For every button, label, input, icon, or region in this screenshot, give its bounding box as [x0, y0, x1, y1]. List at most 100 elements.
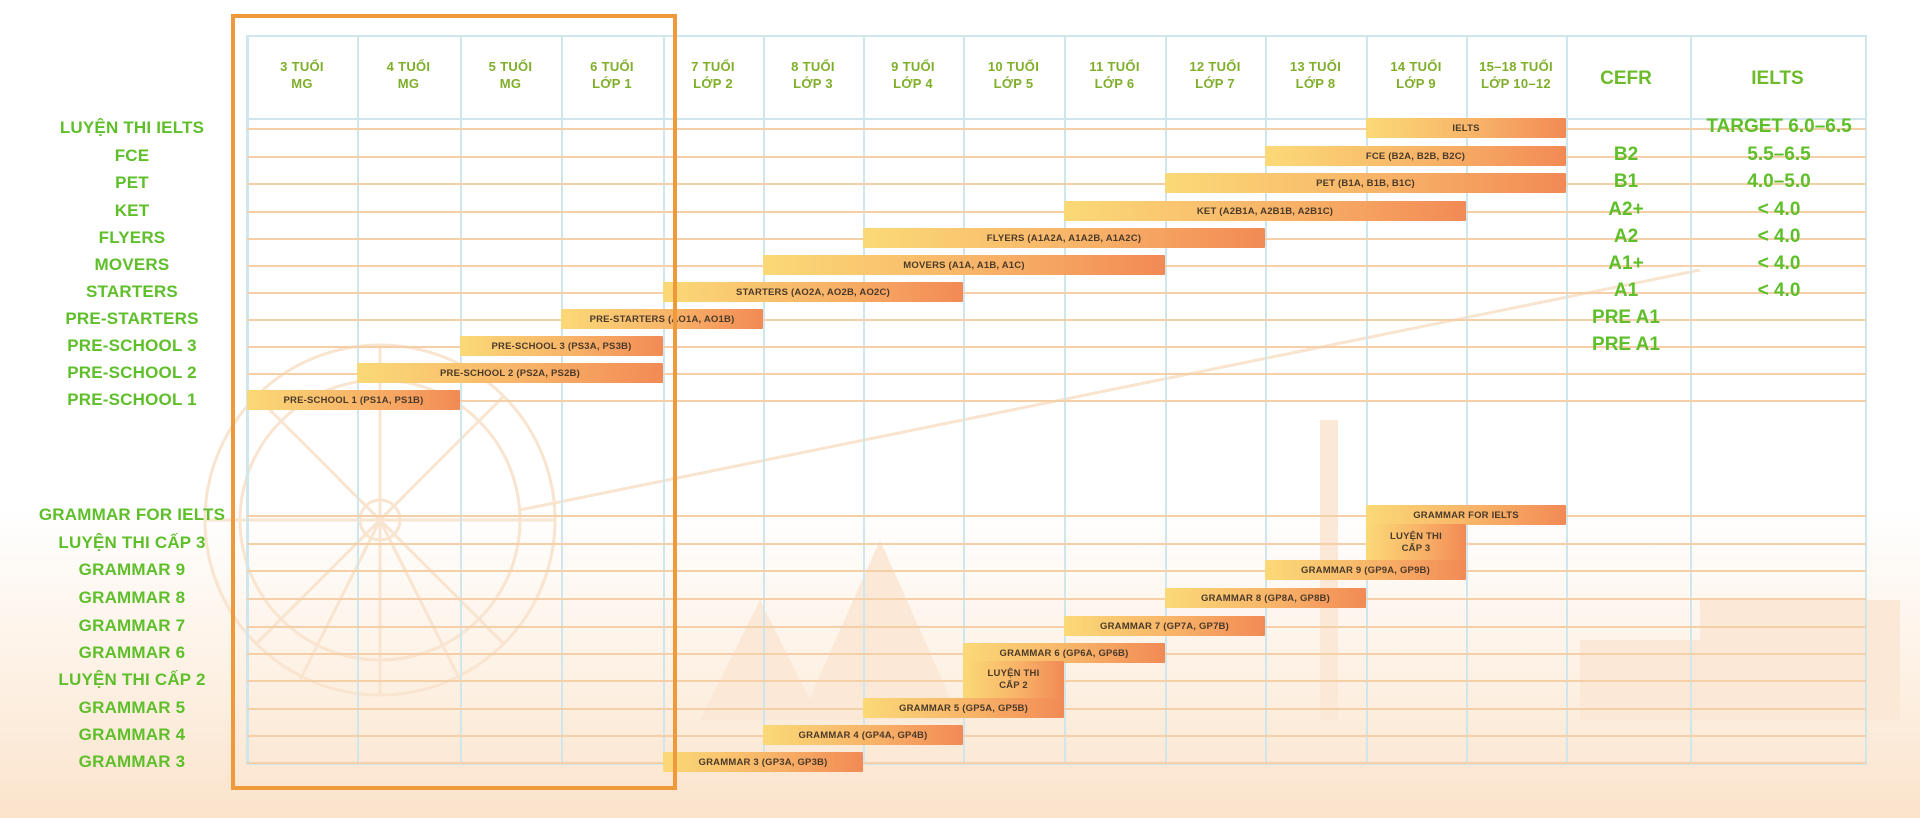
course-bar-line: CẤP 2 [999, 680, 1028, 691]
course-bar-label: STARTERS (AO2A, AO2B, AO2C) [736, 286, 890, 298]
course-bar: GRAMMAR 6 (GP6A, GP6B) [963, 643, 1165, 663]
course-bar: GRAMMAR 5 (GP5A, GP5B) [863, 698, 1064, 718]
course-row-label: GRAMMAR 5 [78, 698, 186, 717]
grid-hline [247, 515, 1866, 517]
grade-label: LỚP 3 [793, 76, 833, 91]
course-row-label: GRAMMAR 7 [78, 616, 186, 635]
age-column-header: 15–18 TUỔI LỚP 10–12 [1466, 58, 1566, 92]
age-label: 9 TUỔI [891, 59, 935, 74]
course-row-label: FLYERS [98, 228, 166, 247]
cefr-level: A1 [1613, 280, 1639, 301]
grade-label: LỚP 2 [693, 76, 733, 91]
preschool-highlight-frame [231, 14, 677, 790]
course-bar-label: GRAMMAR FOR IELTS [1413, 509, 1519, 521]
age-label: 3 TUỔI [280, 59, 324, 74]
course-bar: GRAMMAR 4 (GP4A, GP4B) [763, 725, 963, 745]
course-bar-label: PRE-SCHOOL 2 (PS2A, PS2B) [440, 367, 580, 379]
age-label: 13 TUỔI [1289, 59, 1342, 74]
ielts-score: TARGET 6.0–6.5 [1706, 116, 1852, 137]
cefr-level: B1 [1613, 171, 1639, 192]
course-row-label: PRE-SCHOOL 3 [67, 336, 197, 355]
course-bar: IELTS [1366, 118, 1566, 138]
course-bar-text: LUYỆN THI CẤP 3 [1390, 531, 1442, 555]
age-column-header: 13 TUỔI LỚP 8 [1265, 58, 1366, 92]
course-row-label: GRAMMAR 8 [78, 588, 186, 607]
course-bar-line: LUYỆN THI [987, 668, 1040, 679]
grid-hline [247, 183, 1866, 185]
age-label: 7 TUỔI [691, 59, 735, 74]
age-column-header: 12 TUỔI LỚP 7 [1165, 58, 1265, 92]
course-row-label: LUYỆN THI IELTS [59, 118, 205, 137]
age-column-header: 3 TUỔI MG [247, 58, 357, 92]
ielts-score: 5.5–6.5 [1747, 144, 1811, 165]
cefr-header: CEFR [1600, 68, 1652, 89]
course-bar: KET (A2B1A, A2B1B, A2B1C) [1064, 201, 1466, 221]
course-bar-label: IELTS [1452, 122, 1480, 134]
grid-hline [247, 570, 1866, 572]
course-bar-label: MOVERS (A1A, A1B, A1C) [903, 259, 1025, 271]
course-row-label: LUYỆN THI CẤP 2 [58, 670, 206, 689]
cefr-level: B2 [1613, 144, 1639, 165]
grid-hline [247, 319, 1866, 321]
course-bar: PET (B1A, B1B, B1C) [1165, 173, 1566, 193]
grade-label: LỚP 1 [592, 76, 632, 91]
course-bar-label: KET (A2B1A, A2B1B, A2B1C) [1196, 205, 1334, 217]
grid-hline [247, 400, 1866, 402]
course-bar-label: GRAMMAR 3 (GP3A, GP3B) [698, 756, 828, 768]
age-label: 15–18 TUỔI [1479, 59, 1553, 74]
grid-hline [247, 292, 1866, 294]
age-label: 10 TUỔI [987, 59, 1040, 74]
course-bar-label: FLYERS (A1A2A, A1A2B, A1A2C) [986, 232, 1142, 244]
course-bar: PRE-STARTERS (AO1A, AO1B) [561, 309, 763, 329]
cefr-level: PRE A1 [1592, 307, 1660, 328]
grid-hline [247, 373, 1866, 375]
course-bar-label: GRAMMAR 7 (GP7A, GP7B) [1100, 620, 1229, 632]
course-row-label: PRE-SCHOOL 2 [67, 363, 197, 382]
course-bar-label: PET (B1A, B1B, B1C) [1316, 177, 1415, 189]
course-bar: STARTERS (AO2A, AO2B, AO2C) [663, 282, 963, 302]
course-bar-label: GRAMMAR 5 (GP5A, GP5B) [899, 702, 1028, 714]
grade-label: LỚP 10–12 [1481, 76, 1551, 91]
course-bar: LUYỆN THI CẤP 2 [963, 661, 1064, 699]
age-label: 5 TUỔI [488, 59, 533, 74]
age-label: 8 TUỔI [791, 59, 835, 74]
grid-hline [247, 156, 1866, 158]
course-bar-label: GRAMMAR 8 (GP8A, GP8B) [1201, 592, 1330, 604]
course-row-label: GRAMMAR 4 [78, 725, 186, 744]
age-label: 6 TUỔI [590, 59, 634, 74]
grid-hline [247, 211, 1866, 213]
grade-label: MG [291, 76, 313, 91]
cefr-level: A2 [1613, 226, 1639, 247]
course-bar-label: GRAMMAR 6 (GP6A, GP6B) [999, 647, 1129, 659]
age-label: 12 TUỔI [1189, 59, 1241, 74]
grid-hline [247, 543, 1866, 545]
course-bar-line: LUYỆN THI [1390, 531, 1442, 542]
cefr-level: A2+ [1608, 199, 1644, 220]
grid-hline [247, 735, 1866, 737]
course-bar-line: CẤP 3 [1401, 543, 1431, 554]
course-row-label: GRAMMAR 6 [78, 643, 186, 662]
grade-label: MG [397, 76, 420, 91]
course-row-label: KET [114, 201, 150, 220]
age-column-header: 6 TUỔI LỚP 1 [561, 58, 663, 92]
course-row-label: FCE [114, 146, 150, 165]
age-column-header: 14 TUỔI LỚP 9 [1366, 58, 1466, 92]
course-bar-label: GRAMMAR 4 (GP4A, GP4B) [798, 729, 928, 741]
course-bar: MOVERS (A1A, A1B, A1C) [763, 255, 1165, 275]
grade-label: LỚP 5 [993, 76, 1034, 91]
course-row-label: LUYỆN THI CẤP 3 [58, 533, 206, 552]
age-label: 4 TUỔI [386, 59, 431, 74]
ielts-score: 4.0–5.0 [1747, 171, 1811, 192]
course-bar: PRE-SCHOOL 2 (PS2A, PS2B) [357, 363, 663, 383]
course-bar-label: GRAMMAR 9 (GP9A, GP9B) [1301, 564, 1430, 576]
grade-label: MG [499, 76, 522, 91]
course-bar: PRE-SCHOOL 1 (PS1A, PS1B) [247, 390, 460, 410]
course-bar: GRAMMAR 9 (GP9A, GP9B) [1265, 560, 1466, 580]
header-separator [247, 118, 1866, 120]
age-column-header: 10 TUỔI LỚP 5 [963, 58, 1064, 92]
course-bar: GRAMMAR 3 (GP3A, GP3B) [663, 752, 863, 772]
ielts-score: < 4.0 [1757, 199, 1801, 220]
age-label: 14 TUỔI [1390, 59, 1442, 74]
ielts-score: < 4.0 [1757, 280, 1801, 301]
